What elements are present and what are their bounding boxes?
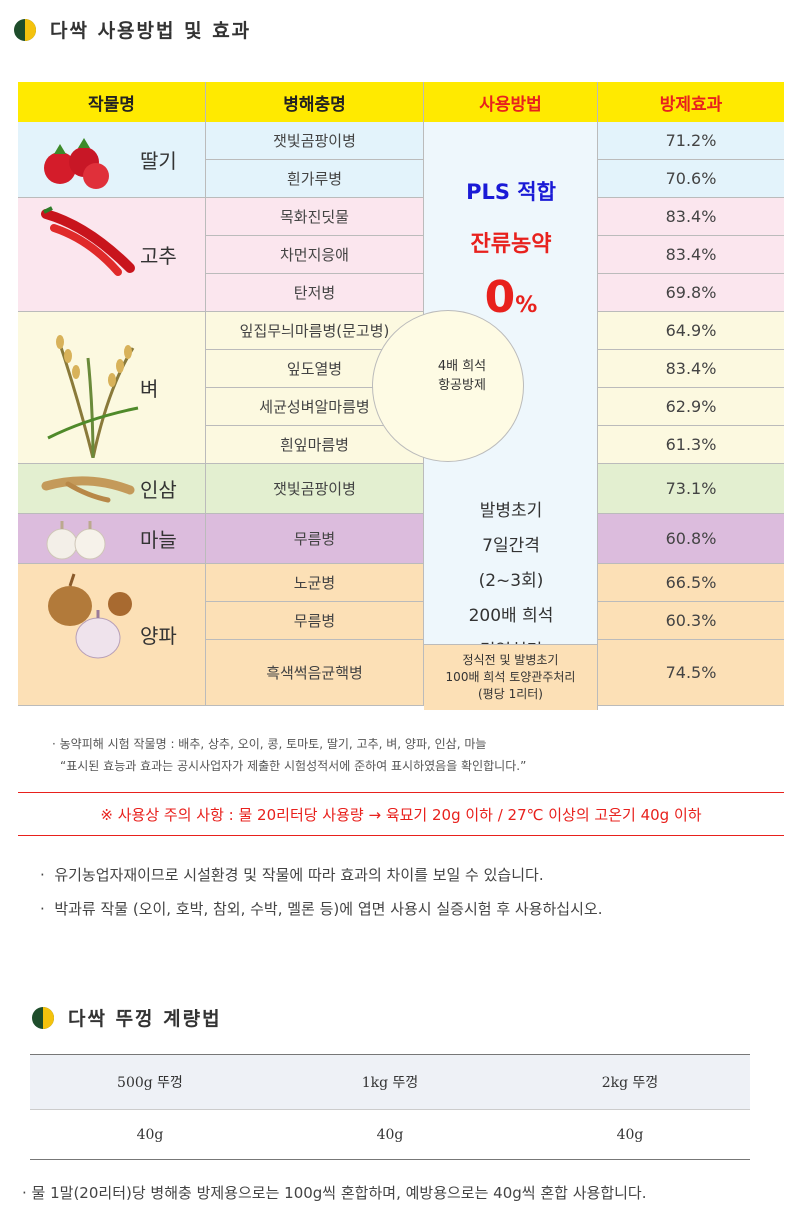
cap-value-2kg: 40g xyxy=(616,1127,644,1143)
cap-value-500g: 40g xyxy=(136,1127,164,1143)
effect-cell: 61.3% xyxy=(598,426,784,464)
bullet-circle-icon xyxy=(32,1006,54,1029)
effect-cell: 74.5% xyxy=(598,640,784,706)
pest-cell: 무름병 xyxy=(206,602,424,640)
section-title-text: 다싹 뚜껑 계량법 xyxy=(68,1008,222,1030)
header-effect: 방제효과 xyxy=(598,82,784,122)
effect-cell: 83.4% xyxy=(598,236,784,274)
zero-unit: % xyxy=(515,293,538,318)
soil-line: (평당 1리터) xyxy=(478,687,543,701)
crop-cell: 인삼 xyxy=(18,464,206,514)
effect-table: 작물명 병해충명 사용방법 방제효과 딸기 잿빛곰팡이병 71.2% 흰가루병 70.6… xyxy=(18,82,784,710)
garlic-icon xyxy=(38,518,118,566)
onion-icon xyxy=(36,568,136,672)
general-method: 발병초기 7일간격 (2~3회) 200배 희석 경엽처리 xyxy=(424,494,598,669)
cap-value-row: 40g 40g 40g xyxy=(30,1110,750,1160)
pepper-icon xyxy=(38,206,138,280)
pest-cell: 차먼지응애 xyxy=(206,236,424,274)
effect-cell: 71.2% xyxy=(598,122,784,160)
cap-header-row: 500g 뚜껑 1kg 뚜껑 2kg 뚜껑 xyxy=(30,1055,750,1110)
aerial-line: 4배 희석 xyxy=(437,359,487,374)
method-line: 발병초기 xyxy=(479,501,543,521)
pls-label: PLS 적합 xyxy=(466,180,556,204)
final-note-text: 물 1말(20리터)당 병해충 방제용으로는 100g씩 혼합하며, 예방용으로… xyxy=(31,1184,647,1202)
pest-cell: 탄저병 xyxy=(206,274,424,312)
crop-name: 고추 xyxy=(140,244,177,268)
pest-cell: 무름병 xyxy=(206,514,424,564)
crop-cell: 양파 xyxy=(18,564,206,706)
header-method: 사용방법 xyxy=(424,82,598,122)
header-pest: 병해충명 xyxy=(206,82,424,122)
note-cucurbit: · 박과류 작물 (오이, 호박, 참외, 수박, 멜론 등)에 엽면 사용시 … xyxy=(40,900,603,918)
pest-cell: 노균병 xyxy=(206,564,424,602)
residue-label: 잔류농약 xyxy=(470,232,552,257)
bullet-circle-icon xyxy=(14,18,36,41)
aerial-semicircle xyxy=(372,310,524,462)
section-title-measure: 다싹 뚜껑 계량법 xyxy=(32,1004,222,1031)
effect-cell: 69.8% xyxy=(598,274,784,312)
effect-cell: 70.6% xyxy=(598,160,784,198)
aerial-line: 항공방제 xyxy=(438,378,486,393)
pest-cell: 잿빛곰팡이병 xyxy=(206,464,424,514)
crop-cell: 딸기 xyxy=(18,122,206,198)
crop-cell: 벼 xyxy=(18,312,206,464)
soil-line: 정식전 및 발병초기 xyxy=(462,653,559,667)
method-line: 200배 희석 xyxy=(468,606,554,626)
cap-header-2kg: 2kg 뚜껑 xyxy=(601,1075,659,1091)
effect-cell: 73.1% xyxy=(598,464,784,514)
pest-cell: 흰가루병 xyxy=(206,160,424,198)
soil-line: 100배 희석 토양관주처리 xyxy=(445,670,576,684)
tested-crops-text: 농약피해 시험 작물명 : 배추, 상추, 오이, 콩, 토마토, 딸기, 고추… xyxy=(59,737,487,751)
crop-name: 마늘 xyxy=(140,528,177,552)
method-line: 7일간격 xyxy=(482,536,540,556)
crop-name: 양파 xyxy=(140,624,177,648)
pest-cell: 잿빛곰팡이병 xyxy=(206,122,424,160)
section-title-usage: 다싹 사용방법 및 효과 xyxy=(14,16,251,43)
section-title-text: 다싹 사용방법 및 효과 xyxy=(50,20,252,42)
effect-cell: 83.4% xyxy=(598,198,784,236)
cap-header-1kg: 1kg 뚜껑 xyxy=(361,1075,419,1091)
pest-cell: 흑색썩음균핵병 xyxy=(206,640,424,706)
disclaimer-note: “표시된 효능과 효과는 공시사업자가 제출한 시험성적서에 준하여 표시하였음… xyxy=(60,759,527,773)
cap-value-1kg: 40g xyxy=(376,1127,404,1143)
effect-cell: 66.5% xyxy=(598,564,784,602)
note-cucurbit-text: 박과류 작물 (오이, 호박, 참외, 수박, 멜론 등)에 엽면 사용시 실증… xyxy=(54,900,603,918)
note-organic: · 유기농업자재이므로 시설환경 및 작물에 따라 효과의 차이를 보일 수 있… xyxy=(40,866,544,884)
note-organic-text: 유기농업자재이므로 시설환경 및 작물에 따라 효과의 차이를 보일 수 있습니… xyxy=(54,866,544,884)
effect-cell: 60.8% xyxy=(598,514,784,564)
crop-name: 딸기 xyxy=(140,149,177,173)
zero-percent: 0% xyxy=(424,272,598,323)
crop-cell: 고추 xyxy=(18,198,206,312)
method-line: (2~3회) xyxy=(478,571,544,591)
strawberry-icon xyxy=(36,132,116,200)
crop-name: 벼 xyxy=(140,377,159,401)
usage-warning: ※ 사용상 주의 사항 : 물 20리터당 사용량 → 육묘기 20g 이하 /… xyxy=(18,792,784,836)
rice-icon xyxy=(38,318,148,462)
final-note: · 물 1말(20리터)당 병해충 방제용으로는 100g씩 혼합하며, 예방용… xyxy=(22,1184,647,1202)
cap-header-500g: 500g 뚜껑 xyxy=(117,1075,183,1091)
crop-name: 인삼 xyxy=(140,478,177,502)
pest-cell: 목화진딧물 xyxy=(206,198,424,236)
cap-measure-table: 500g 뚜껑 1kg 뚜껑 2kg 뚜껑 40g 40g 40g xyxy=(30,1054,750,1160)
ginseng-icon xyxy=(38,466,138,510)
effect-cell: 64.9% xyxy=(598,312,784,350)
soil-method-cell: 정식전 및 발병초기 100배 희석 토양관주처리 (평당 1리터) xyxy=(424,644,598,710)
crop-cell: 마늘 xyxy=(18,514,206,564)
zero-value: 0 xyxy=(484,272,516,323)
effect-cell: 62.9% xyxy=(598,388,784,426)
tested-crops-note: · 농약피해 시험 작물명 : 배추, 상추, 오이, 콩, 토마토, 딸기, … xyxy=(52,737,487,751)
effect-cell: 83.4% xyxy=(598,350,784,388)
aerial-method: 4배 희석 항공방제 xyxy=(424,357,500,395)
header-crop: 작물명 xyxy=(18,82,206,122)
effect-cell: 60.3% xyxy=(598,602,784,640)
